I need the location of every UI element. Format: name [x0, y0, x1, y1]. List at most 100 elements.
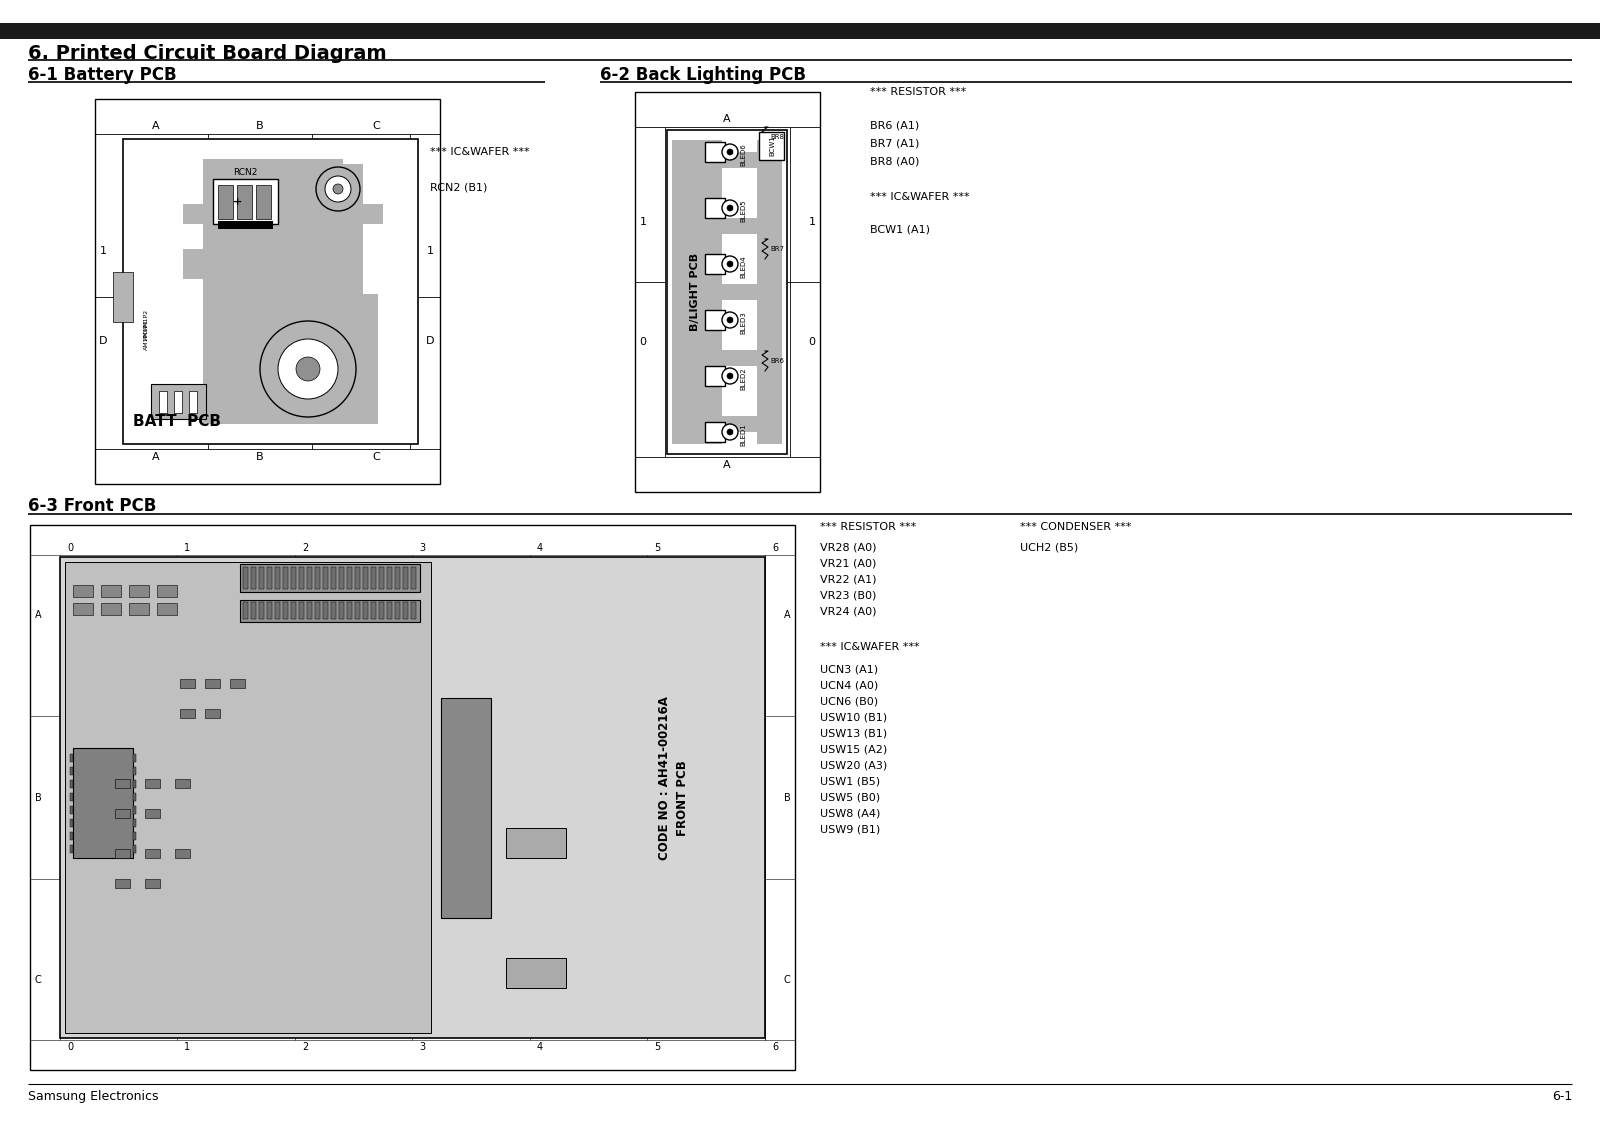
- Bar: [146, 779, 160, 788]
- Bar: [291, 567, 296, 589]
- Bar: [101, 603, 122, 615]
- Bar: [363, 602, 368, 619]
- Bar: [182, 204, 382, 224]
- Text: UCN6 (B0): UCN6 (B0): [819, 696, 878, 706]
- Bar: [179, 709, 195, 718]
- Bar: [74, 748, 133, 858]
- Circle shape: [722, 144, 738, 160]
- Text: VR22 (A1): VR22 (A1): [819, 574, 877, 584]
- Bar: [387, 567, 392, 589]
- Bar: [70, 767, 74, 775]
- Bar: [74, 603, 93, 615]
- Bar: [115, 809, 130, 818]
- Bar: [146, 809, 160, 818]
- Bar: [706, 366, 725, 386]
- Bar: [205, 679, 221, 688]
- Bar: [174, 849, 190, 858]
- Bar: [133, 844, 136, 854]
- Bar: [101, 585, 122, 597]
- Bar: [133, 806, 136, 814]
- Text: *** IC&WAFER ***: *** IC&WAFER ***: [819, 642, 920, 652]
- Bar: [115, 779, 130, 788]
- Circle shape: [722, 256, 738, 272]
- Text: BCW1 (A1): BCW1 (A1): [870, 224, 930, 234]
- Text: UCH2 (B5): UCH2 (B5): [1021, 542, 1078, 552]
- Text: 6-1 Battery PCB: 6-1 Battery PCB: [29, 66, 176, 84]
- Bar: [707, 350, 757, 366]
- Text: A: A: [35, 610, 42, 620]
- Text: 0: 0: [808, 337, 816, 348]
- Text: BR6 (A1): BR6 (A1): [870, 120, 920, 130]
- Text: AM1P0: AM1P0: [144, 328, 149, 350]
- Bar: [158, 391, 166, 413]
- Bar: [0, 23, 1600, 38]
- Text: BLED2: BLED2: [739, 368, 746, 391]
- Bar: [251, 602, 256, 619]
- Bar: [230, 679, 245, 688]
- Bar: [70, 754, 74, 762]
- Bar: [130, 603, 149, 615]
- Text: BCW1: BCW1: [770, 136, 774, 156]
- Bar: [506, 827, 566, 858]
- Bar: [133, 780, 136, 788]
- Bar: [707, 284, 757, 300]
- Bar: [256, 185, 270, 218]
- Bar: [267, 567, 272, 589]
- Bar: [283, 602, 288, 619]
- Bar: [243, 264, 274, 324]
- Text: B: B: [35, 794, 42, 803]
- Text: BLED3: BLED3: [739, 311, 746, 334]
- Bar: [379, 602, 384, 619]
- Bar: [146, 880, 160, 887]
- Text: 1: 1: [99, 247, 107, 257]
- Text: 4: 4: [538, 1041, 542, 1052]
- Bar: [283, 567, 288, 589]
- Text: B: B: [256, 452, 264, 462]
- Bar: [133, 794, 136, 801]
- Bar: [411, 602, 416, 619]
- Bar: [130, 585, 149, 597]
- Bar: [758, 132, 784, 160]
- Bar: [299, 567, 304, 589]
- Bar: [275, 567, 280, 589]
- Text: 1: 1: [640, 217, 646, 228]
- Text: 1: 1: [184, 543, 190, 554]
- Bar: [707, 152, 757, 168]
- Bar: [240, 600, 419, 621]
- Text: 4: 4: [538, 543, 542, 554]
- Text: 1: 1: [427, 247, 434, 257]
- Text: BATT  PCB: BATT PCB: [133, 414, 221, 429]
- Circle shape: [726, 317, 733, 323]
- Bar: [403, 602, 408, 619]
- Bar: [347, 567, 352, 589]
- Text: D: D: [99, 336, 107, 346]
- Bar: [667, 130, 787, 454]
- Text: *** IC&WAFER ***: *** IC&WAFER ***: [430, 147, 530, 157]
- Bar: [395, 567, 400, 589]
- Bar: [339, 602, 344, 619]
- Bar: [315, 602, 320, 619]
- Text: VR21 (A0): VR21 (A0): [819, 558, 877, 568]
- Bar: [706, 254, 725, 274]
- Bar: [133, 832, 136, 840]
- Bar: [323, 567, 328, 589]
- Text: BLED6: BLED6: [739, 144, 746, 166]
- Text: VR24 (A0): VR24 (A0): [819, 606, 877, 616]
- Text: 0: 0: [640, 337, 646, 348]
- Text: *** IC&WAFER ***: *** IC&WAFER ***: [870, 192, 970, 201]
- Bar: [218, 185, 234, 218]
- Text: 6. Printed Circuit Board Diagram: 6. Printed Circuit Board Diagram: [29, 44, 387, 63]
- Text: A: A: [784, 610, 790, 620]
- Text: RCN2: RCN2: [234, 168, 258, 177]
- Bar: [291, 602, 296, 619]
- Text: *** RESISTOR ***: *** RESISTOR ***: [819, 522, 917, 532]
- Bar: [240, 564, 419, 592]
- Text: 3: 3: [419, 543, 426, 554]
- Bar: [672, 140, 722, 444]
- Bar: [114, 272, 133, 321]
- Text: A: A: [152, 121, 160, 131]
- Bar: [363, 567, 368, 589]
- Bar: [203, 158, 342, 299]
- Text: AM1P2: AM1P2: [144, 308, 149, 329]
- Bar: [213, 179, 278, 224]
